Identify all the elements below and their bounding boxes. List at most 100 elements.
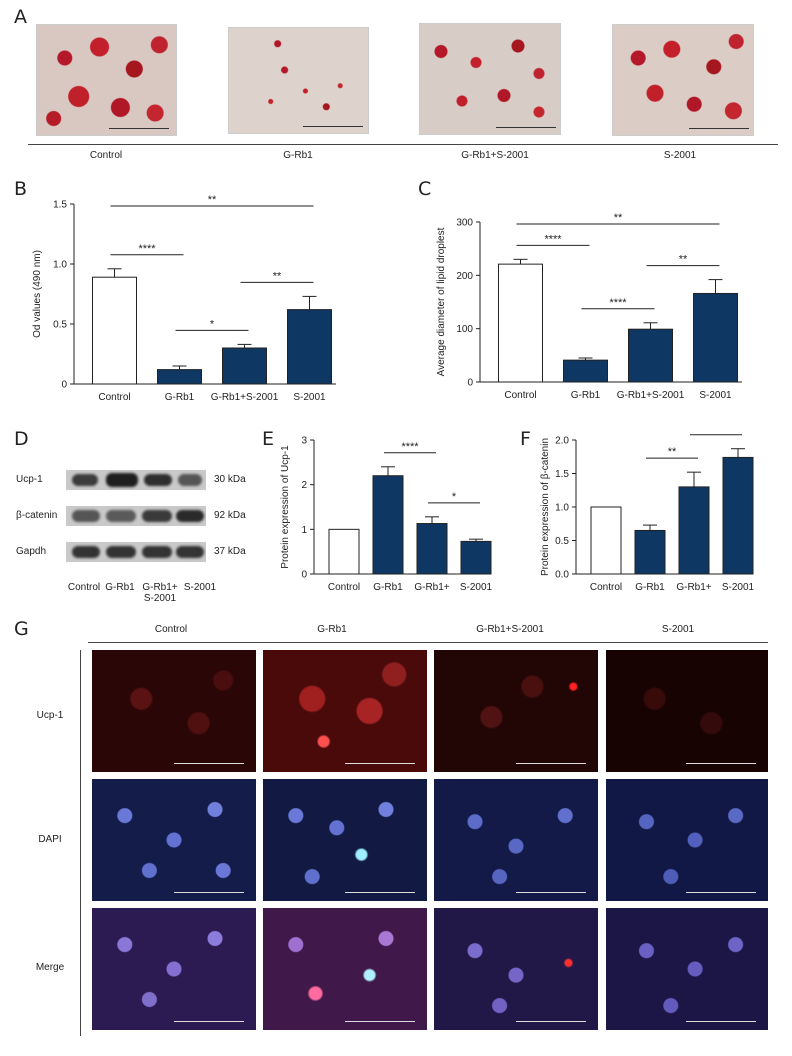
y-axis-label: Od values (490 nm) <box>32 250 43 338</box>
blot-row-kda: 92 kDa <box>214 510 246 521</box>
panel-c-letter: C <box>418 178 432 200</box>
bar <box>634 529 666 575</box>
if-image-merge-control <box>92 908 256 1030</box>
y-axis-label: Average diameter of lipid droplest <box>436 227 447 376</box>
blot-band <box>178 474 202 486</box>
chart-e: 0 1 2 3 Protein expression of Ucp-1 Control G-… <box>280 436 493 593</box>
panel-g-top-divider <box>88 642 768 643</box>
bar <box>328 528 360 575</box>
x-tick-label: S-2001 <box>722 582 755 592</box>
bar <box>416 523 448 575</box>
y-tick-label: 1.0 <box>53 260 67 271</box>
blot-band <box>142 546 172 558</box>
bar <box>678 486 710 575</box>
y-tick-label: 1.0 <box>555 503 569 514</box>
bar <box>590 506 622 575</box>
panel-g-row-dapi: DAPI <box>38 834 62 845</box>
panel-g-col-g-rb1-s-2001: G-Rb1+S-2001 <box>476 624 544 635</box>
significance-label: ** <box>208 194 217 206</box>
x-tick-label: G-Rb1 <box>373 582 403 592</box>
y-tick-label: 1 <box>301 525 307 536</box>
blot-lane-label: G-Rb1+ S-2001 <box>142 582 178 604</box>
scale-bar <box>686 892 756 893</box>
panel-a-label-s-2001: S-2001 <box>663 150 697 161</box>
blot-band <box>106 546 136 558</box>
y-tick-label: 0.5 <box>555 536 569 547</box>
scale-bar <box>174 1021 244 1022</box>
oil-red-image-control <box>36 24 177 136</box>
y-tick-label: 1.5 <box>555 469 569 480</box>
blot-row-beta-catenin <box>66 506 206 526</box>
panel-g-row-merge: Merge <box>35 962 65 973</box>
if-image-dapi-g-rb1 <box>263 779 427 901</box>
scale-bar <box>109 128 169 129</box>
blot-band <box>72 546 100 558</box>
scale-bar <box>689 128 749 129</box>
panel-a-label-g-rb1-s-2001: G-Rb1+S-2001 <box>461 150 529 161</box>
significance-label: ** <box>668 446 677 458</box>
blot-row-label: Ucp-1 <box>16 474 43 485</box>
panel-b-letter: B <box>14 178 28 200</box>
panel-a-label-control: Control <box>89 150 123 161</box>
bar <box>287 309 332 385</box>
significance-label: ** <box>679 254 688 266</box>
x-tick-label: S-2001 <box>699 390 732 401</box>
blot-row-kda: 30 kDa <box>214 474 246 485</box>
blot-band <box>176 546 204 558</box>
if-image-dapi-s-2001 <box>606 779 768 901</box>
significance-label: * <box>210 318 215 330</box>
panel-d-letter: D <box>14 428 29 450</box>
scale-bar <box>686 1021 756 1022</box>
y-tick-label: 3 <box>301 436 307 447</box>
y-tick-label: 300 <box>456 218 473 229</box>
significance-label: ** <box>273 270 282 282</box>
blot-lane-label: Control <box>67 582 101 593</box>
x-tick-label: S-2001 <box>460 582 493 592</box>
panel-f-letter: F <box>520 428 531 450</box>
y-tick-label: 0.0 <box>555 570 569 581</box>
y-axis-label: Protein expression of Ucp-1 <box>280 445 291 569</box>
y-tick-label: 0.5 <box>53 320 67 331</box>
bar <box>460 540 492 575</box>
x-tick-label: Control <box>590 582 622 592</box>
bar <box>222 347 267 385</box>
chart-f: 0.0 0.5 1.0 1.5 2.0 Protein expression of β-c… <box>540 432 755 592</box>
x-tick-label: G-Rb1 <box>165 392 195 403</box>
bar <box>693 292 738 383</box>
if-image-dapi-g-rb1-s-2001 <box>434 779 598 901</box>
blot-row-label: β-catenin <box>16 510 58 521</box>
y-tick-label: 0 <box>301 570 307 581</box>
bar <box>372 475 404 575</box>
y-tick-label: 0 <box>61 380 67 391</box>
panel-g-row-ucp1: Ucp-1 <box>36 710 64 721</box>
chart-b: 0 0.5 1.0 1.5 Od values (490 nm) Control G-Rb1… <box>32 194 336 403</box>
if-image-ucp1-control <box>92 650 256 772</box>
bar <box>563 359 608 383</box>
panel-e-letter: E <box>262 428 275 450</box>
blot-row-gapdh <box>66 542 206 562</box>
scale-bar <box>345 763 415 764</box>
significance-label: **** <box>609 297 627 309</box>
bar <box>498 263 543 383</box>
blot-lane-label: G-Rb1 <box>105 582 135 593</box>
blot-band <box>176 510 204 522</box>
x-tick-label: G-Rb1+ <box>414 582 449 592</box>
blot-band <box>142 510 172 522</box>
x-tick-label: G-Rb1 <box>635 582 665 592</box>
significance-label: * <box>714 432 719 435</box>
bar <box>628 328 673 383</box>
if-image-ucp1-s-2001 <box>606 650 768 772</box>
panel-g-col-g-rb1: G-Rb1 <box>317 624 347 635</box>
scale-bar <box>516 1021 586 1022</box>
blot-band <box>72 474 98 486</box>
scale-bar <box>496 127 556 128</box>
y-tick-label: 0 <box>467 378 473 389</box>
blot-band <box>106 473 138 487</box>
panel-g-col-control: Control <box>154 624 188 635</box>
x-tick-label: G-Rb1+S-2001 <box>617 390 685 401</box>
bar <box>722 456 754 575</box>
x-tick-label: Control <box>328 582 360 592</box>
y-tick-label: 2.0 <box>555 436 569 447</box>
significance-label: **** <box>544 233 562 245</box>
significance-label: * <box>452 491 457 503</box>
